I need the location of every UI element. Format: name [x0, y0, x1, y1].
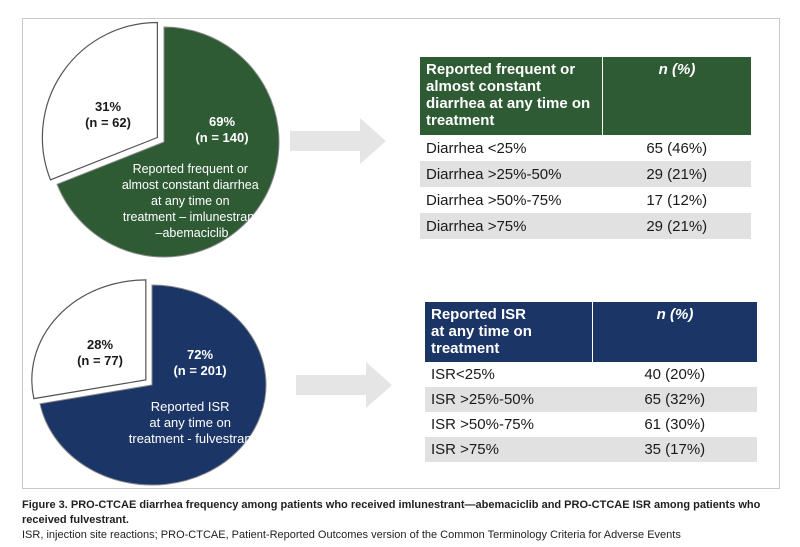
- slice-description: Reported frequent or almost constant dia…: [122, 162, 262, 240]
- slice-pct-label: 72%: [187, 347, 213, 362]
- diarrhea-table: Reported frequent or almost constant dia…: [420, 57, 751, 239]
- slice-pct-label: 31%: [95, 99, 121, 114]
- row-label: ISR >50%-75%: [431, 416, 534, 433]
- row-label: ISR >75%: [425, 437, 593, 462]
- arrow-shape: [290, 118, 386, 164]
- pie-slice-diarrhea-not-reported: [41, 21, 158, 181]
- pie-slice-diarrhea-reported: [56, 26, 280, 258]
- slice-n-label: (n = 201): [173, 363, 226, 378]
- table-row: ISR >25%-50% 65 (32%): [425, 387, 757, 412]
- slice-n-label: (n = 62): [85, 115, 131, 130]
- table-row: Diarrhea >50%-75% 17 (12%): [420, 187, 751, 213]
- isr-table: Reported ISR at any time on treatment n …: [425, 302, 757, 462]
- pie-chart-isr: 28% (n = 77) 72% (n = 201) Reported ISR …: [31, 279, 267, 486]
- row-value: 40 (20%): [644, 366, 706, 383]
- table-row: Diarrhea >25%-50% 29 (21%): [420, 161, 751, 187]
- table-header-row: Reported ISR at any time on treatment n …: [425, 302, 757, 362]
- pie-chart-diarrhea: 31% (n = 62) 69% (n = 140) Reported freq…: [41, 21, 280, 258]
- row-value: 65 (32%): [592, 387, 757, 412]
- table-row: Diarrhea >75% 29 (21%): [420, 213, 751, 239]
- row-label: ISR >25%-50%: [425, 387, 593, 412]
- table-header-n: n (%): [592, 302, 757, 362]
- pie-slice-isr-not-reported: [31, 279, 147, 400]
- caption-lead: Figure 3. PRO-CTCAE diarrhea frequency a…: [22, 499, 761, 526]
- slice-n-label: (n = 77): [77, 353, 123, 368]
- row-label: ISR<25%: [431, 366, 495, 383]
- row-label: Diarrhea <25%: [426, 139, 527, 157]
- row-value: 29 (21%): [602, 213, 751, 239]
- figure-panel: [22, 18, 780, 489]
- row-label: Diarrhea >50%-75%: [426, 191, 562, 209]
- row-label: Diarrhea >25%-50%: [420, 161, 603, 187]
- slice-n-label: (n = 140): [195, 130, 248, 145]
- table-header-row: Reported frequent or almost constant dia…: [420, 57, 751, 135]
- table-row: ISR<25% 40 (20%): [425, 362, 757, 387]
- caption-footnote: ISR, injection site reactions; PRO-CTCAE…: [22, 529, 681, 541]
- pie-slice-isr-reported: [39, 284, 267, 486]
- slice-description: Reported ISR at any time on treatment - …: [129, 399, 256, 446]
- row-value: 65 (46%): [646, 139, 708, 157]
- arrow-shape: [296, 362, 392, 408]
- row-value: 17 (12%): [646, 191, 708, 209]
- table-row: ISR >75% 35 (17%): [425, 437, 757, 462]
- table-row: Diarrhea <25% 65 (46%): [420, 135, 751, 161]
- table-header-n: n (%): [602, 57, 751, 135]
- figure-caption: Figure 3. PRO-CTCAE diarrhea frequency a…: [22, 498, 792, 543]
- row-value: 61 (30%): [644, 416, 706, 433]
- slice-pct-label: 28%: [87, 337, 113, 352]
- slice-pct-label: 69%: [209, 114, 235, 129]
- row-value: 35 (17%): [592, 437, 757, 462]
- row-value: 29 (21%): [602, 161, 751, 187]
- table-row: ISR >50%-75% 61 (30%): [425, 412, 757, 437]
- arrow-right-icon: [296, 362, 392, 408]
- row-label: Diarrhea >75%: [420, 213, 603, 239]
- table-header-category: Reported frequent or almost constant dia…: [420, 57, 603, 135]
- arrow-right-icon: [290, 118, 386, 164]
- table-header-category: Reported ISR at any time on treatment: [425, 302, 593, 362]
